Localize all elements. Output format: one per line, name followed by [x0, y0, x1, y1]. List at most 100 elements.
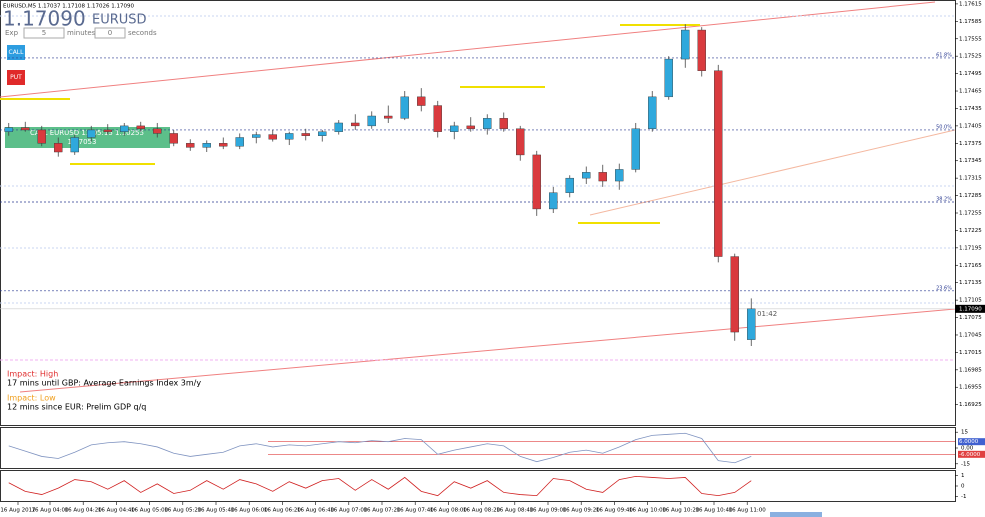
- bar-timer: 01:42: [757, 310, 777, 318]
- x-tick-label: 16 Aug 08:40: [496, 508, 534, 514]
- candle-body: [37, 129, 46, 144]
- x-tick-label: 16 Aug 06:20: [264, 508, 302, 514]
- candle-body: [714, 70, 723, 257]
- x-tick-label: 16 Aug 07:00: [330, 508, 368, 514]
- news-high: 17 mins until GBP: Average Earnings Inde…: [7, 379, 201, 388]
- x-tick-label: 16 Aug 11:00: [729, 508, 767, 514]
- candle-body: [54, 143, 63, 153]
- x-tick-label: 16 Aug 09:40: [596, 508, 634, 514]
- indicator-tick-label: 15: [961, 430, 968, 436]
- candle-body: [598, 172, 607, 182]
- y-tick-label: 1.17375: [959, 141, 982, 147]
- x-tick-label: 16 Aug 05:20: [164, 508, 202, 514]
- indicator-line: [8, 475, 752, 497]
- y-tick-label: 1.17615: [959, 1, 982, 7]
- y-tick-label: 1.17555: [959, 36, 982, 42]
- x-tick-label: 16 Aug 07:40: [397, 508, 435, 514]
- scrollbar[interactable]: [770, 512, 822, 517]
- candle-body: [549, 192, 558, 210]
- candle-body: [384, 115, 393, 119]
- indicator-level-label: -6.0000: [959, 452, 981, 458]
- candle-body: [730, 256, 739, 333]
- candle-body: [202, 143, 211, 148]
- impact-low: Impact: Low: [7, 394, 56, 403]
- y-tick-label: 1.17165: [959, 263, 982, 269]
- x-tick-label: 16 Aug 10:40: [695, 508, 733, 514]
- x-tick-label: 16 Aug 09:00: [529, 508, 567, 514]
- candle-body: [268, 134, 277, 140]
- fib-label: 38.2%: [936, 196, 952, 202]
- fib-label: 23.6%: [936, 285, 952, 291]
- candle-body: [318, 131, 327, 136]
- candle-body: [334, 122, 343, 132]
- call-button[interactable]: [7, 45, 25, 60]
- trade-price: 1.17053: [68, 138, 97, 146]
- header: EURUSD,M5 1.17037 1.17108 1.17026 1.1709…: [3, 4, 135, 10]
- trend-lines: [0, 1, 956, 393]
- candle-body: [433, 105, 442, 132]
- call-label: CALL: [9, 49, 25, 56]
- y-tick-label: 1.17135: [959, 280, 982, 286]
- candle-body: [565, 177, 574, 193]
- minutes-label: minutes: [67, 29, 96, 37]
- candle-body: [681, 29, 690, 60]
- x-tick-label: 16 Aug 07:20: [363, 508, 401, 514]
- candle-body: [648, 96, 657, 129]
- candle-body: [483, 118, 492, 129]
- x-tick-label: 16 Aug 08:00: [430, 508, 468, 514]
- y-tick-label: 1.17405: [959, 123, 982, 129]
- fib-label: 50.0%: [936, 124, 952, 130]
- candle-body: [664, 58, 673, 98]
- candle-body: [615, 169, 624, 182]
- candle-body: [367, 115, 376, 127]
- candle-body: [219, 143, 228, 147]
- candle-body: [301, 133, 310, 136]
- big-price: 1.17090: [3, 7, 86, 31]
- put-label: PUT: [10, 74, 22, 81]
- indicator-level-box: [958, 450, 985, 458]
- y-tick-label: 1.17525: [959, 54, 982, 60]
- candle-body: [186, 143, 195, 148]
- candle-body: [252, 134, 261, 138]
- y-tick-label: 1.17435: [959, 106, 982, 112]
- indicator-level-label: 6.0000: [959, 439, 979, 445]
- candle-body: [747, 308, 756, 340]
- y-tick-label: 1.17495: [959, 71, 982, 77]
- candle-body: [582, 172, 591, 179]
- x-tick-label: 16 Aug 06:00: [231, 508, 269, 514]
- indicator-level-box: [958, 438, 985, 446]
- x-tick-label: 16 Aug 10:20: [662, 508, 700, 514]
- put-button[interactable]: [7, 70, 25, 85]
- candle-body: [103, 129, 112, 132]
- x-tick-label: 16 Aug 04:40: [98, 508, 136, 514]
- exp-minutes-input[interactable]: [23, 27, 65, 39]
- candle-body: [87, 129, 96, 138]
- indicator-tick-label: 0.00: [961, 446, 974, 452]
- candle-body: [499, 118, 508, 129]
- symbol: EURUSD: [92, 13, 147, 28]
- candle-body: [235, 137, 244, 147]
- candle-body: [285, 133, 294, 140]
- news-low: 12 mins since EUR: Prelim GDP q/q: [7, 403, 146, 412]
- indicator-tick-label: -1: [961, 494, 966, 500]
- y-tick-label: 1.17225: [959, 228, 982, 234]
- candle-body: [697, 29, 706, 71]
- x-tick-label: 16 Aug 08:20: [463, 508, 501, 514]
- x-tick-label: 16 Aug 09:20: [563, 508, 601, 514]
- x-tick-label: 16 Aug 06:40: [297, 508, 335, 514]
- y-tick-label: 1.17465: [959, 89, 982, 95]
- candle-body: [351, 122, 360, 127]
- fib-label: 61.8%: [936, 52, 952, 58]
- candle-body: [4, 127, 13, 132]
- indicator-tick-label: -15: [961, 461, 970, 467]
- y-tick-label: 1.17255: [959, 211, 982, 217]
- exp-seconds-input[interactable]: [94, 27, 126, 39]
- candle-body: [532, 154, 541, 210]
- indicator-line: [8, 432, 752, 464]
- y-tick-label: 1.16925: [959, 402, 982, 408]
- y-tick-label: 1.17195: [959, 245, 982, 251]
- impact-high: Impact: High: [7, 370, 58, 379]
- candle-body: [516, 128, 525, 156]
